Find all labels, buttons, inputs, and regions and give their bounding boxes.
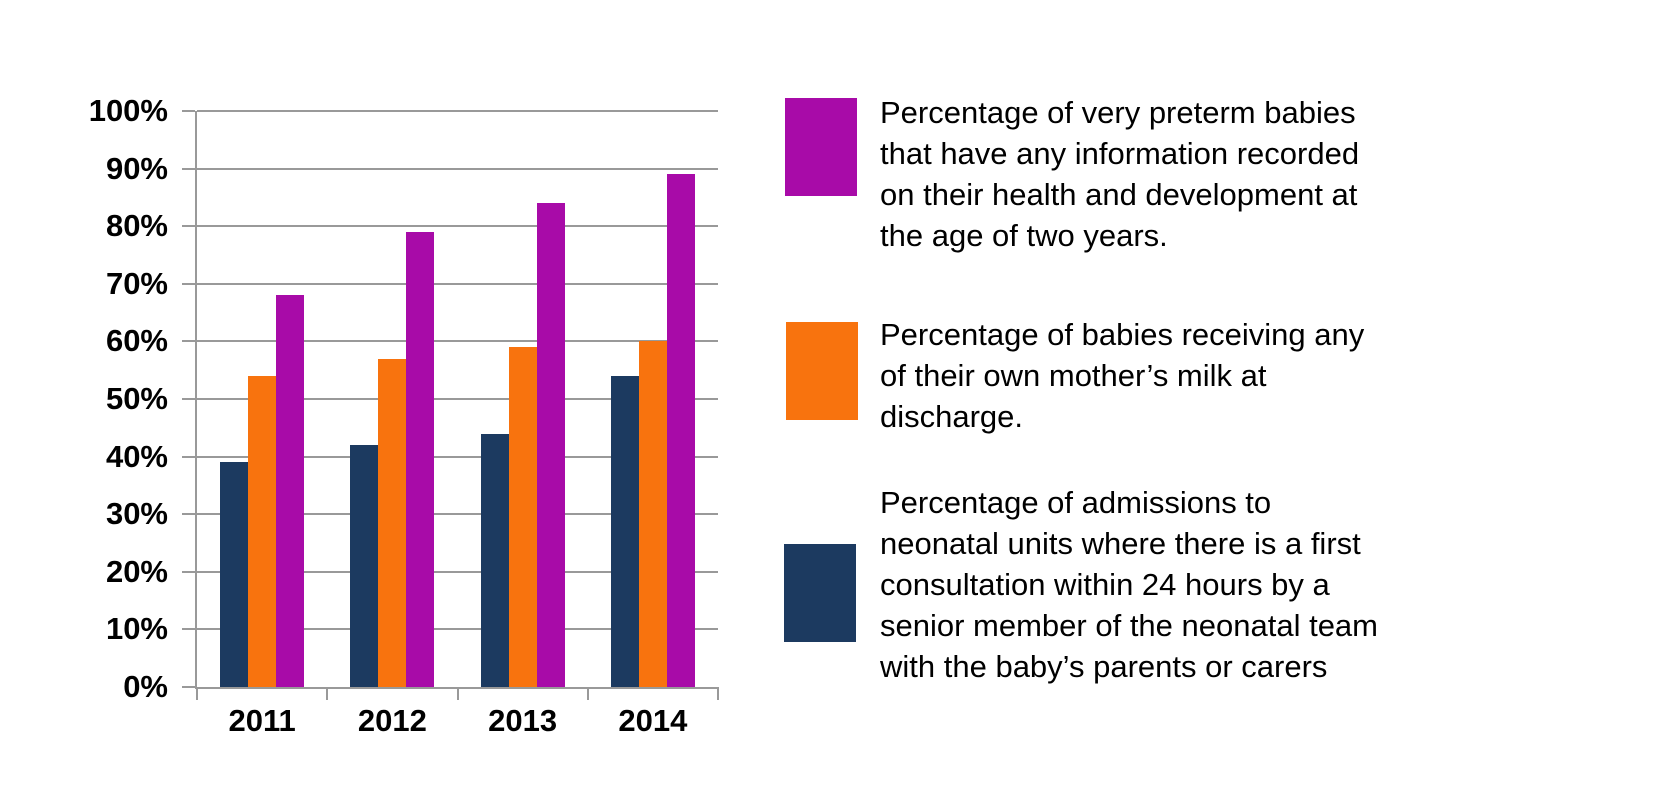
y-tick <box>182 513 195 516</box>
y-tick <box>182 282 195 285</box>
legend-text-line: neonatal units where there is a first <box>880 526 1361 561</box>
x-tick <box>717 687 719 700</box>
bar-group-2012 <box>350 231 435 687</box>
y-tick-label: 90% <box>105 150 168 186</box>
x-tick <box>586 687 589 700</box>
gridline <box>197 570 718 573</box>
legend-text-line: with the baby’s parents or carers <box>880 649 1328 684</box>
y-axis-line <box>195 111 197 689</box>
x-tick <box>456 687 459 700</box>
legend-text-line: that have any information recorded <box>880 136 1360 171</box>
x-tick <box>326 687 329 700</box>
y-tick-label: 40% <box>105 438 168 474</box>
y-tick <box>182 398 195 400</box>
bar-group-2014 <box>610 174 695 687</box>
y-tick <box>182 110 195 112</box>
legend-text-line: consultation within 24 hours by a <box>880 567 1330 602</box>
y-tick <box>182 686 195 688</box>
bar-group-2011 <box>220 295 305 687</box>
gridline <box>197 110 718 112</box>
x-tick-label: 2013 <box>488 703 558 738</box>
bar-consultation-24h-2013 <box>480 433 509 687</box>
y-tick <box>182 225 195 228</box>
y-tick <box>182 570 195 573</box>
legend-text-line: Percentage of admissions to <box>880 485 1272 520</box>
gridline <box>197 282 718 285</box>
y-tick <box>182 628 195 631</box>
x-tick-label: 2011 <box>228 703 296 738</box>
legend-swatch-navy <box>784 544 856 642</box>
legend-text-line: discharge. <box>880 399 1024 434</box>
gridline <box>197 513 718 516</box>
y-tick <box>182 340 195 343</box>
x-tick <box>196 687 198 700</box>
bar-group-2013 <box>480 203 565 687</box>
y-tick-label: 10% <box>105 611 168 647</box>
gridline <box>197 398 718 400</box>
gridline <box>197 340 718 343</box>
x-tick-label: 2012 <box>357 703 427 738</box>
gridline <box>197 167 718 170</box>
legend-text-line: Percentage of babies receiving any <box>880 317 1365 352</box>
bar-mothers-milk-2014 <box>638 341 667 687</box>
bar-consultation-24h-2011 <box>220 462 249 687</box>
y-tick-label: 100% <box>88 93 168 128</box>
legend-label: Percentage of very preterm babies that ha… <box>880 92 1359 256</box>
legend-text-line: on their health and development at <box>880 177 1358 212</box>
x-tick-label: 2014 <box>618 703 688 738</box>
y-tick <box>182 167 195 170</box>
y-tick-label: 0% <box>123 669 168 704</box>
bar-mothers-milk-2012 <box>378 358 407 687</box>
legend-text-line: the age of two years. <box>880 218 1168 253</box>
legend-swatch-magenta <box>785 98 857 196</box>
bar-consultation-24h-2014 <box>610 375 639 687</box>
legend-swatch-orange <box>786 322 858 420</box>
bar-consultation-24h-2012 <box>350 445 379 687</box>
y-tick <box>182 455 195 458</box>
bar-two-year-followup-2012 <box>406 231 435 687</box>
chart-plot-area <box>195 110 718 689</box>
legend-label: Percentage of admissions to neonatal unit… <box>880 482 1378 687</box>
gridline <box>197 455 718 458</box>
bar-two-year-followup-2014 <box>666 174 695 687</box>
y-tick-label: 60% <box>105 323 168 359</box>
legend-label: Percentage of babies receiving any of the… <box>880 314 1364 437</box>
legend-text-line: senior member of the neonatal team <box>880 608 1378 643</box>
y-tick-label: 30% <box>105 496 168 532</box>
y-tick-label: 50% <box>105 381 168 416</box>
bar-two-year-followup-2013 <box>536 203 565 687</box>
bar-two-year-followup-2011 <box>276 295 305 687</box>
legend-text-line: of their own mother’s milk at <box>880 358 1267 393</box>
bar-mothers-milk-2011 <box>248 375 277 687</box>
y-tick-label: 70% <box>105 265 168 301</box>
y-tick-label: 80% <box>105 208 168 244</box>
legend-text-line: Percentage of very preterm babies <box>880 95 1356 130</box>
bar-mothers-milk-2013 <box>508 347 537 687</box>
gridline <box>197 628 718 631</box>
y-tick-label: 20% <box>105 553 168 589</box>
gridline <box>197 225 718 228</box>
